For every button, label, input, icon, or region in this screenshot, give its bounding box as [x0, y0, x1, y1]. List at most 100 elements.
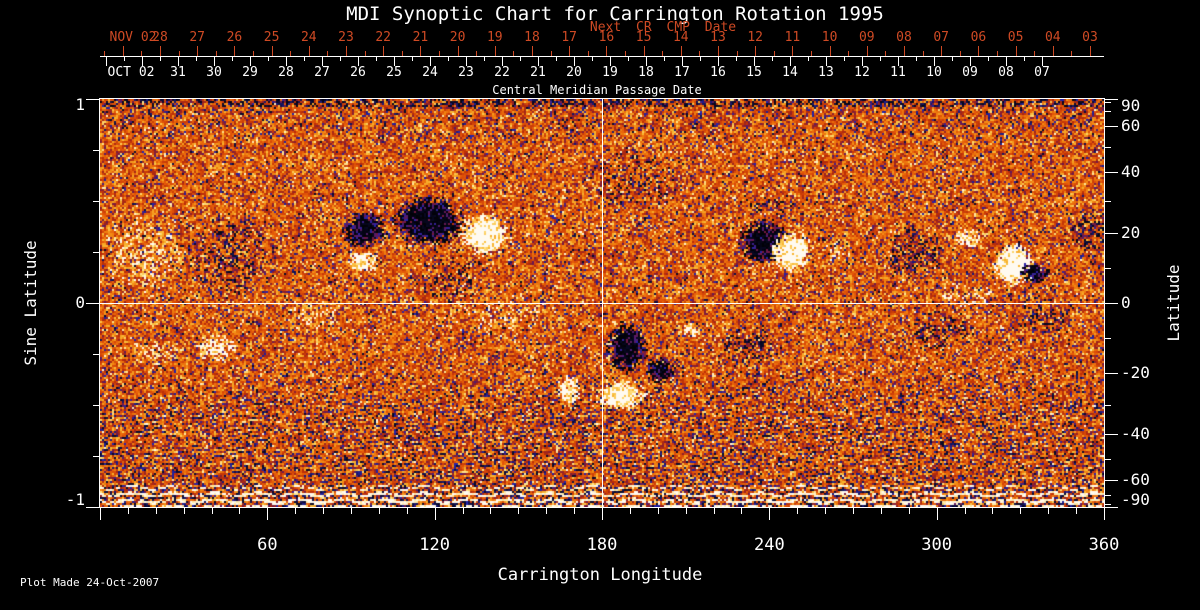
next-cr-day-tick	[718, 46, 719, 56]
next-cr-day-tick	[569, 46, 571, 56]
next-cr-half-day-tick	[141, 51, 143, 56]
next-cr-day-label: 19	[486, 30, 503, 45]
next-cr-day-tick	[792, 46, 794, 56]
longitude-minor-tick	[797, 508, 799, 514]
longitude-tick-label: 60	[257, 535, 278, 555]
latitude-major-tick	[1104, 99, 1118, 100]
cmp-day-label: 12	[854, 65, 870, 80]
cmp-day-tick	[754, 57, 755, 66]
latitude-minor-tick	[1104, 146, 1111, 148]
next-cr-day-label: 11	[784, 30, 801, 45]
sine-latitude-axis-title: Sine Latitude	[21, 240, 40, 366]
next-cr-day-label: 03	[1082, 30, 1098, 45]
cmp-day-tick	[286, 57, 287, 66]
date-axis-line	[100, 56, 1104, 57]
cmp-day-tick	[790, 57, 791, 66]
cmp-day-label: 17	[674, 65, 690, 80]
next-cr-half-day-tick	[848, 51, 850, 56]
cmp-half-day-tick	[520, 57, 521, 61]
longitude-minor-tick	[378, 508, 380, 514]
cmp-half-day-tick	[772, 57, 773, 61]
next-cr-day-label: 12	[747, 30, 764, 45]
next-cr-half-day-tick	[587, 51, 589, 56]
longitude-minor-tick	[490, 508, 492, 514]
latitude-minor-tick	[1104, 201, 1111, 202]
cmp-day-tick	[826, 57, 827, 66]
next-cr-half-day-tick	[1034, 51, 1036, 56]
next-cr-day-tick	[755, 46, 757, 56]
cmp-half-day-tick	[736, 57, 737, 61]
cmp-month-label: OCT 02	[107, 65, 155, 80]
cmp-half-day-tick	[304, 57, 305, 61]
sine-latitude-minor-tick	[93, 201, 100, 202]
next-cr-half-day-tick	[104, 51, 106, 56]
next-cr-half-day-tick	[327, 51, 329, 56]
next-cr-day-tick	[643, 46, 645, 56]
next-cr-day-tick	[308, 46, 310, 56]
cmp-day-label: 31	[170, 65, 186, 80]
longitude-major-tick	[100, 508, 101, 520]
sine-latitude-minor-tick	[93, 405, 100, 406]
next-cr-day-tick	[1090, 46, 1091, 56]
next-cr-half-day-tick	[699, 51, 701, 56]
next-cr-day-tick	[1052, 46, 1054, 56]
next-cr-day-label: 28	[152, 30, 168, 45]
next-cr-day-tick	[532, 46, 533, 56]
next-cr-day-label: 06	[970, 30, 987, 45]
cmp-half-day-tick	[880, 57, 881, 61]
cmp-day-label: 19	[602, 65, 618, 80]
sine-latitude-minor-tick	[93, 354, 100, 355]
longitude-minor-tick	[518, 508, 520, 514]
next-cr-month-label: NOV 02	[109, 30, 157, 45]
latitude-minor-tick	[1104, 267, 1111, 269]
next-cr-day-label: 25	[263, 30, 280, 45]
next-cr-day-tick	[122, 46, 124, 56]
sine-latitude-major-tick	[86, 507, 100, 508]
next-cr-day-label: 14	[672, 30, 689, 45]
latitude-major-tick	[1104, 233, 1118, 235]
next-cr-half-day-tick	[1071, 51, 1073, 56]
longitude-minor-tick	[351, 508, 352, 514]
cmp-half-day-tick	[1024, 57, 1025, 61]
latitude-tick-label: 40	[1121, 161, 1141, 181]
cmp-day-label: 26	[350, 65, 366, 80]
cmp-day-tick	[610, 57, 611, 66]
longitude-minor-tick	[211, 508, 213, 514]
next-cr-half-day-tick	[550, 51, 552, 56]
next-cr-day-tick	[271, 46, 273, 56]
longitude-major-tick	[769, 508, 771, 520]
next-cr-day-tick	[866, 46, 868, 56]
longitude-minor-tick	[741, 508, 743, 514]
next-cr-half-day-tick	[439, 51, 440, 56]
cmp-day-label: 21	[530, 65, 546, 80]
next-cr-half-day-tick	[922, 51, 924, 56]
next-cr-half-day-tick	[364, 51, 366, 56]
latitude-tick-label: -90	[1121, 490, 1150, 509]
cmp-half-day-tick	[556, 57, 557, 61]
longitude-minor-tick	[155, 508, 157, 514]
next-cr-day-label: 04	[1044, 30, 1061, 45]
next-cr-half-day-tick	[959, 51, 961, 56]
next-cr-day-label: 07	[933, 30, 950, 45]
cmp-half-day-tick	[484, 57, 485, 61]
sine-latitude-minor-tick	[93, 150, 100, 151]
longitude-minor-tick	[992, 508, 994, 514]
cmp-half-day-tick	[952, 57, 953, 61]
latitude-minor-tick	[1104, 494, 1111, 496]
cmp-day-label: 09	[962, 65, 978, 80]
longitude-minor-tick	[1076, 508, 1078, 514]
longitude-tick-label: 300	[921, 535, 953, 555]
longitude-major-tick	[434, 508, 436, 520]
cmp-half-day-tick	[160, 57, 161, 61]
latitude-minor-tick	[1104, 459, 1111, 461]
cmp-day-label: 10	[926, 65, 942, 80]
next-cr-day-label: 15	[635, 30, 652, 45]
next-cr-day-tick	[904, 46, 905, 56]
longitude-minor-tick	[880, 508, 882, 514]
cmp-half-day-tick	[988, 57, 989, 61]
next-cr-day-tick	[606, 46, 608, 56]
sine-latitude-minor-tick	[93, 456, 100, 457]
longitude-minor-tick	[462, 508, 464, 514]
latitude-minor-tick	[1104, 503, 1111, 505]
longitude-major-tick	[267, 508, 269, 520]
